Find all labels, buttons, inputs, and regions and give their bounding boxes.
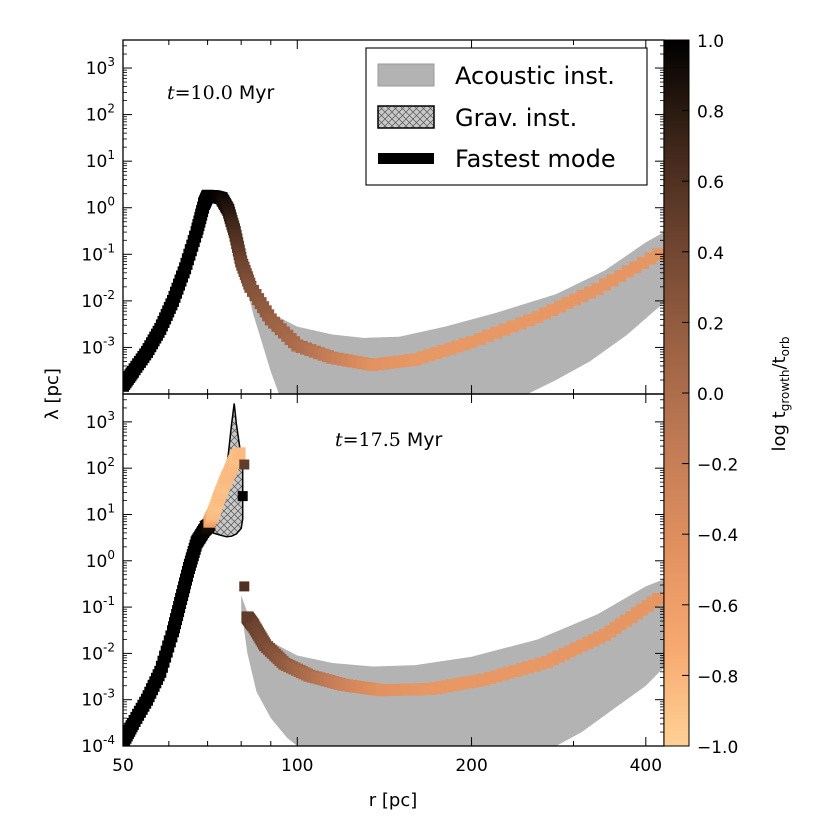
bottom-fastest-mode-outer bbox=[241, 592, 664, 697]
colorbar-tick-label: 0.2 bbox=[697, 314, 724, 334]
colorbar-tick-label: 0.4 bbox=[697, 244, 724, 264]
bottom-acoustic-band bbox=[241, 579, 664, 746]
y-tick-label: 100 bbox=[86, 195, 115, 219]
x-tick-label: 50 bbox=[112, 756, 134, 776]
y-tick-label: 10-2 bbox=[81, 640, 115, 664]
scatter-marker bbox=[239, 459, 250, 470]
y-axis-label: λ [pc] bbox=[42, 368, 63, 420]
y-tick-label: 10-4 bbox=[81, 733, 115, 757]
bottom-fastest-mode bbox=[123, 518, 216, 746]
y-tick-label: 103 bbox=[86, 409, 115, 433]
y-tick-label: 103 bbox=[86, 55, 115, 79]
bottom-annotation: t=17.5 Myr bbox=[335, 429, 443, 451]
colorbar-tick-label: 0.8 bbox=[697, 103, 724, 123]
y-tick-label: 100 bbox=[86, 548, 115, 572]
scatter-marker bbox=[239, 581, 250, 592]
colorbar-tick-label: −0.2 bbox=[697, 456, 738, 476]
x-axis-label: r [pc] bbox=[369, 790, 418, 811]
x-tick-label: 400 bbox=[630, 756, 662, 776]
legend-label-fastest: Fastest mode bbox=[455, 145, 616, 173]
y-tick-label: 101 bbox=[86, 501, 115, 525]
y-tick-label: 10-3 bbox=[81, 687, 115, 711]
y-tick-label: 10-1 bbox=[81, 594, 115, 618]
top-annotation: t=10.0 Myr bbox=[167, 82, 275, 104]
fastest-mode-marker bbox=[503, 666, 516, 679]
y-tick-label: 102 bbox=[86, 102, 115, 126]
y-tick-label: 10-3 bbox=[81, 334, 115, 358]
top-fastest-mode bbox=[123, 189, 664, 392]
colorbar-tick-label: −1.0 bbox=[697, 738, 738, 758]
top-acoustic-band bbox=[244, 232, 664, 394]
y-tick-label: 102 bbox=[86, 455, 115, 479]
legend: Acoustic inst. Grav. inst. Fastest mode bbox=[365, 47, 648, 186]
y-tick-label: 10-1 bbox=[81, 241, 115, 265]
colorbar-tick-label: −0.6 bbox=[697, 597, 738, 617]
colorbar-tick-label: −0.4 bbox=[697, 526, 738, 546]
x-tick-label: 200 bbox=[455, 756, 487, 776]
top-panel: 10-3 10-2 10-1 100 101 102 103 t=10.0 Myr Acou… bbox=[81, 39, 665, 395]
legend-label-acoustic: Acoustic inst. bbox=[455, 62, 615, 90]
legend-label-grav: Grav. inst. bbox=[455, 104, 577, 132]
fastest-mode-marker bbox=[233, 447, 246, 460]
fastest-mode-marker bbox=[652, 592, 664, 605]
y-tick-label: 101 bbox=[86, 148, 115, 172]
colorbar-tick-label: 1.0 bbox=[697, 32, 724, 52]
scatter-marker bbox=[237, 491, 248, 502]
legend-swatch-acoustic bbox=[377, 63, 435, 87]
colorbar-tick-label: 0.0 bbox=[697, 385, 724, 405]
colorbar: 1.0 0.8 0.6 0.4 0.2 0.0 −0.2 −0.4 −0.6 −0.8 −1.0 l… bbox=[663, 32, 792, 758]
colorbar-tick-label: 0.6 bbox=[697, 173, 724, 193]
colorbar-label: log tgrowth/torb bbox=[769, 336, 792, 451]
bottom-fastest-mode-upper bbox=[203, 447, 246, 528]
legend-swatch-fastest bbox=[378, 153, 434, 164]
bottom-panel: 10-4 10-3 10-2 10-1 100 101 102 103 t=17.5 Myr bbox=[81, 393, 665, 757]
x-tick-label: 100 bbox=[281, 756, 313, 776]
legend-swatch-grav bbox=[377, 105, 435, 129]
colorbar-tick-label: −0.8 bbox=[697, 667, 738, 687]
scatter-marker bbox=[242, 612, 253, 623]
y-tick-label: 10-2 bbox=[81, 288, 115, 312]
